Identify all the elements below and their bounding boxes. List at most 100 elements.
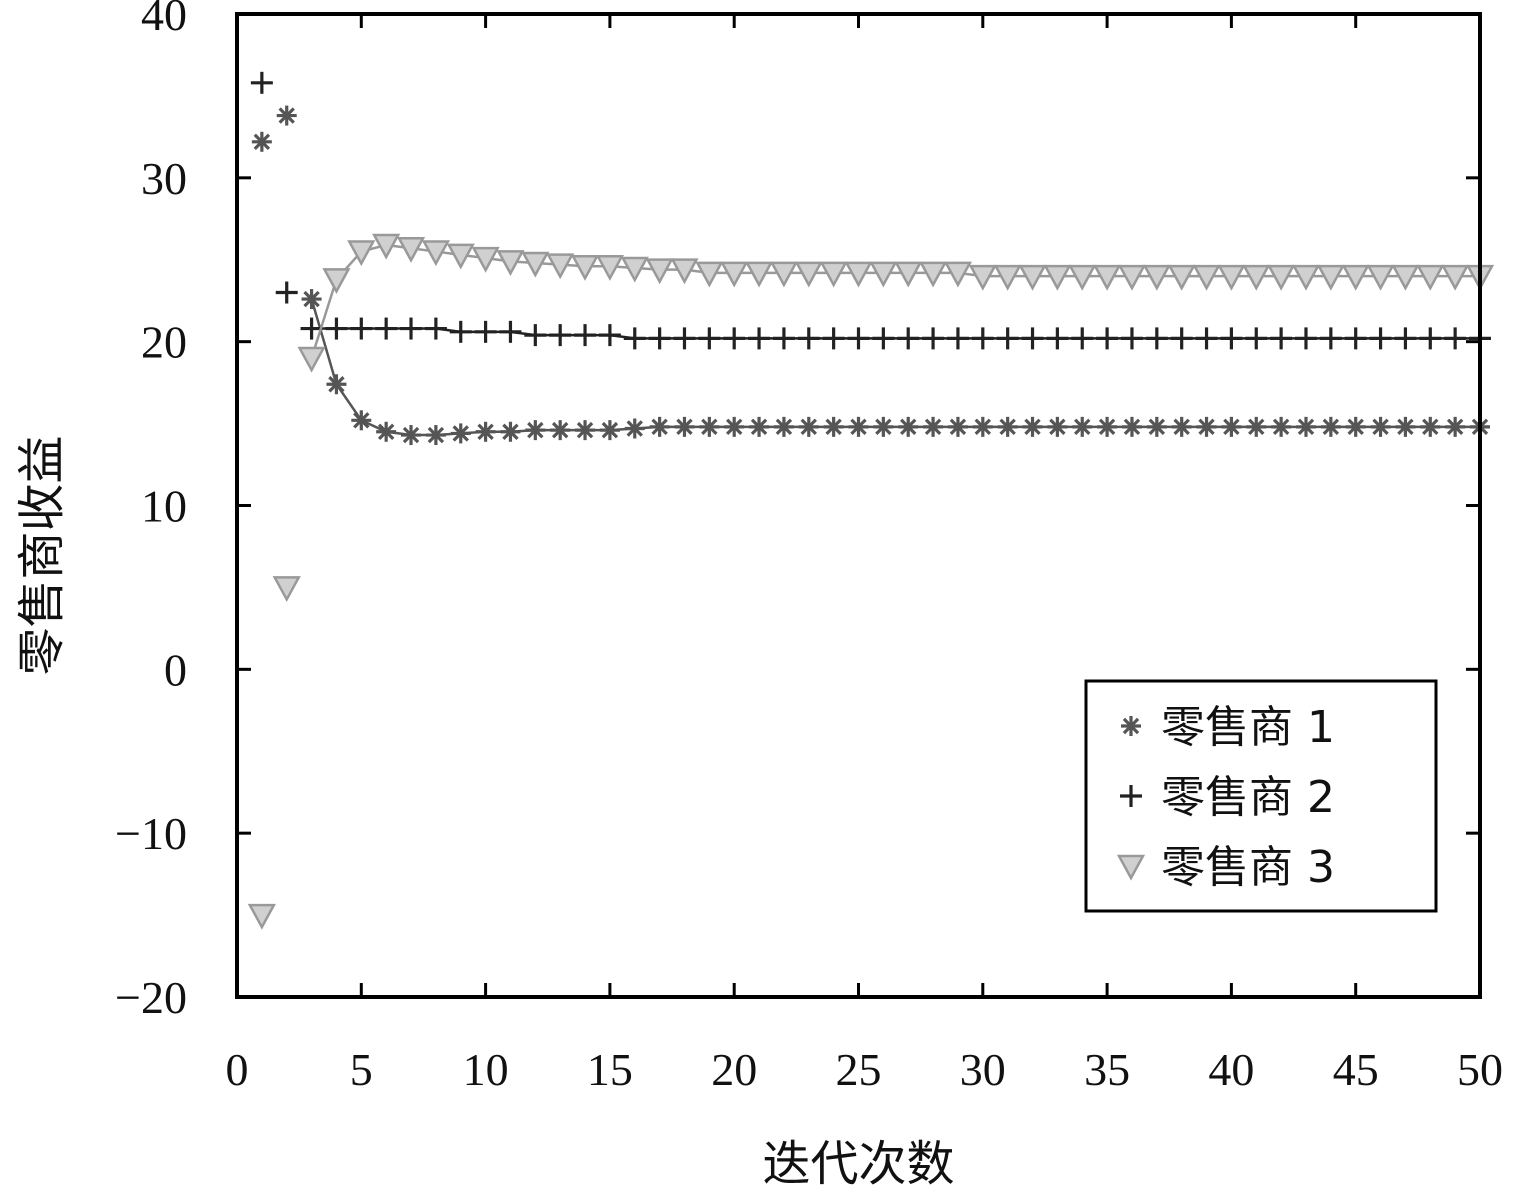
data-point-plus — [1419, 327, 1442, 350]
data-point-triangle-down — [372, 233, 401, 260]
data-point-triangle-down — [670, 258, 699, 285]
data-point-triangle-down — [1192, 264, 1221, 291]
data-point-asterisk — [873, 416, 894, 437]
data-point-triangle-down — [421, 240, 450, 267]
x-tick-label: 15 — [587, 1044, 633, 1095]
legend-item: 零售商 3 — [1116, 842, 1335, 893]
data-point-plus — [698, 327, 721, 350]
data-point-asterisk — [898, 416, 919, 437]
data-point-plus — [1344, 327, 1367, 350]
y-tick-label: 20 — [141, 317, 187, 368]
x-tick-label: 25 — [836, 1044, 882, 1095]
data-point-asterisk — [798, 416, 819, 437]
data-point-plus — [1120, 327, 1143, 350]
data-point-triangle-down — [322, 268, 351, 295]
x-tick-label: 45 — [1333, 1044, 1379, 1095]
data-point-plus — [524, 324, 547, 347]
data-point-triangle-down — [595, 255, 625, 281]
data-point-asterisk — [923, 416, 944, 437]
data-point-triangle-down — [396, 237, 426, 263]
data-point-asterisk — [550, 420, 571, 441]
data-point-asterisk — [1320, 416, 1341, 437]
data-point-triangle-down — [1092, 264, 1122, 291]
data-point-asterisk — [1221, 416, 1242, 437]
x-tick-label: 20 — [711, 1044, 757, 1095]
data-point-triangle-down — [894, 261, 923, 288]
data-point-asterisk — [624, 418, 645, 439]
data-point-triangle-down — [794, 261, 823, 288]
data-point-asterisk — [1345, 416, 1366, 437]
data-point-triangle-down — [1217, 264, 1246, 291]
data-point-asterisk — [450, 423, 471, 444]
data-point-triangle-down — [1167, 264, 1196, 291]
data-point-plus — [1145, 327, 1168, 350]
data-point-triangle-down — [1441, 264, 1470, 291]
data-point-triangle-down — [546, 253, 575, 280]
data-point-plus — [797, 327, 820, 350]
data-point-plus — [325, 317, 348, 340]
data-point-plus — [847, 327, 870, 350]
x-tick-label: 10 — [463, 1044, 509, 1095]
data-point-plus — [772, 327, 795, 350]
data-point-triangle-down — [471, 246, 500, 273]
data-point-asterisk — [1271, 416, 1292, 437]
x-tick-label: 50 — [1457, 1044, 1503, 1095]
data-point-triangle-down — [918, 261, 948, 288]
legend-item: 零售商 1 — [1121, 702, 1335, 753]
data-point-plus — [1046, 327, 1069, 350]
data-point-triangle-down — [869, 261, 898, 288]
x-axis-title: 迭代次数 — [762, 1136, 954, 1192]
data-point-plus — [300, 317, 323, 340]
data-point-plus — [822, 327, 845, 350]
data-point-triangle-down — [247, 903, 276, 930]
data-point-triangle-down — [521, 251, 550, 278]
data-point-triangle-down — [297, 346, 326, 373]
data-point-plus — [424, 317, 447, 340]
data-point-triangle-down — [720, 261, 749, 288]
data-point-triangle-down — [968, 264, 997, 291]
legend: 零售商 1 零售商 2 零售商 3 — [1084, 679, 1438, 913]
data-point-triangle-down — [272, 576, 301, 603]
data-point-triangle-down — [695, 261, 724, 288]
data-point-plus — [723, 327, 746, 350]
data-point-triangle-down — [446, 243, 475, 270]
data-point-triangle-down — [744, 261, 774, 288]
data-point-plus — [1170, 327, 1193, 350]
axis-ticks: 0 5 10 15 20 25 30 35 40 45 50 −20 −10 0 10 20 30 40 — [115, 0, 1503, 1095]
data-point-asterisk — [1295, 416, 1316, 437]
data-point-asterisk — [773, 416, 794, 437]
data-point-asterisk — [1370, 416, 1391, 437]
data-point-asterisk — [1196, 416, 1217, 437]
data-point-plus — [350, 317, 373, 340]
data-point-triangle-down — [1242, 264, 1271, 291]
legend-label: 零售商 3 — [1161, 842, 1335, 893]
data-point-plus — [1195, 327, 1218, 350]
data-point-asterisk — [848, 416, 869, 437]
legend-label: 零售商 2 — [1161, 772, 1335, 823]
data-point-plus — [499, 320, 522, 343]
data-point-asterisk — [475, 421, 496, 442]
data-point-plus — [1220, 327, 1243, 350]
data-point-plus — [922, 327, 945, 350]
data-point-asterisk — [251, 131, 272, 152]
data-point-plus — [1096, 327, 1119, 350]
data-point-plus — [250, 71, 273, 94]
data-point-triangle-down — [1267, 264, 1296, 291]
data-point-plus — [1071, 327, 1094, 350]
data-point-triangle-down — [1116, 854, 1146, 881]
x-tick-label: 5 — [350, 1044, 373, 1095]
data-point-plus — [375, 317, 398, 340]
data-point-plus — [1294, 327, 1317, 350]
y-tick-label: 30 — [141, 153, 187, 204]
data-point-triangle-down — [1018, 264, 1047, 291]
y-axis-title: 零售商收益 — [14, 435, 70, 675]
data-point-plus — [1245, 327, 1268, 350]
data-point-asterisk — [674, 416, 695, 437]
data-point-triangle-down — [1366, 264, 1395, 291]
x-tick-label: 40 — [1208, 1044, 1254, 1095]
data-point-asterisk — [401, 425, 422, 446]
data-point-triangle-down — [496, 250, 525, 276]
data-point-asterisk — [575, 420, 596, 441]
data-point-plus — [996, 327, 1019, 350]
x-tick-label: 30 — [960, 1044, 1006, 1095]
